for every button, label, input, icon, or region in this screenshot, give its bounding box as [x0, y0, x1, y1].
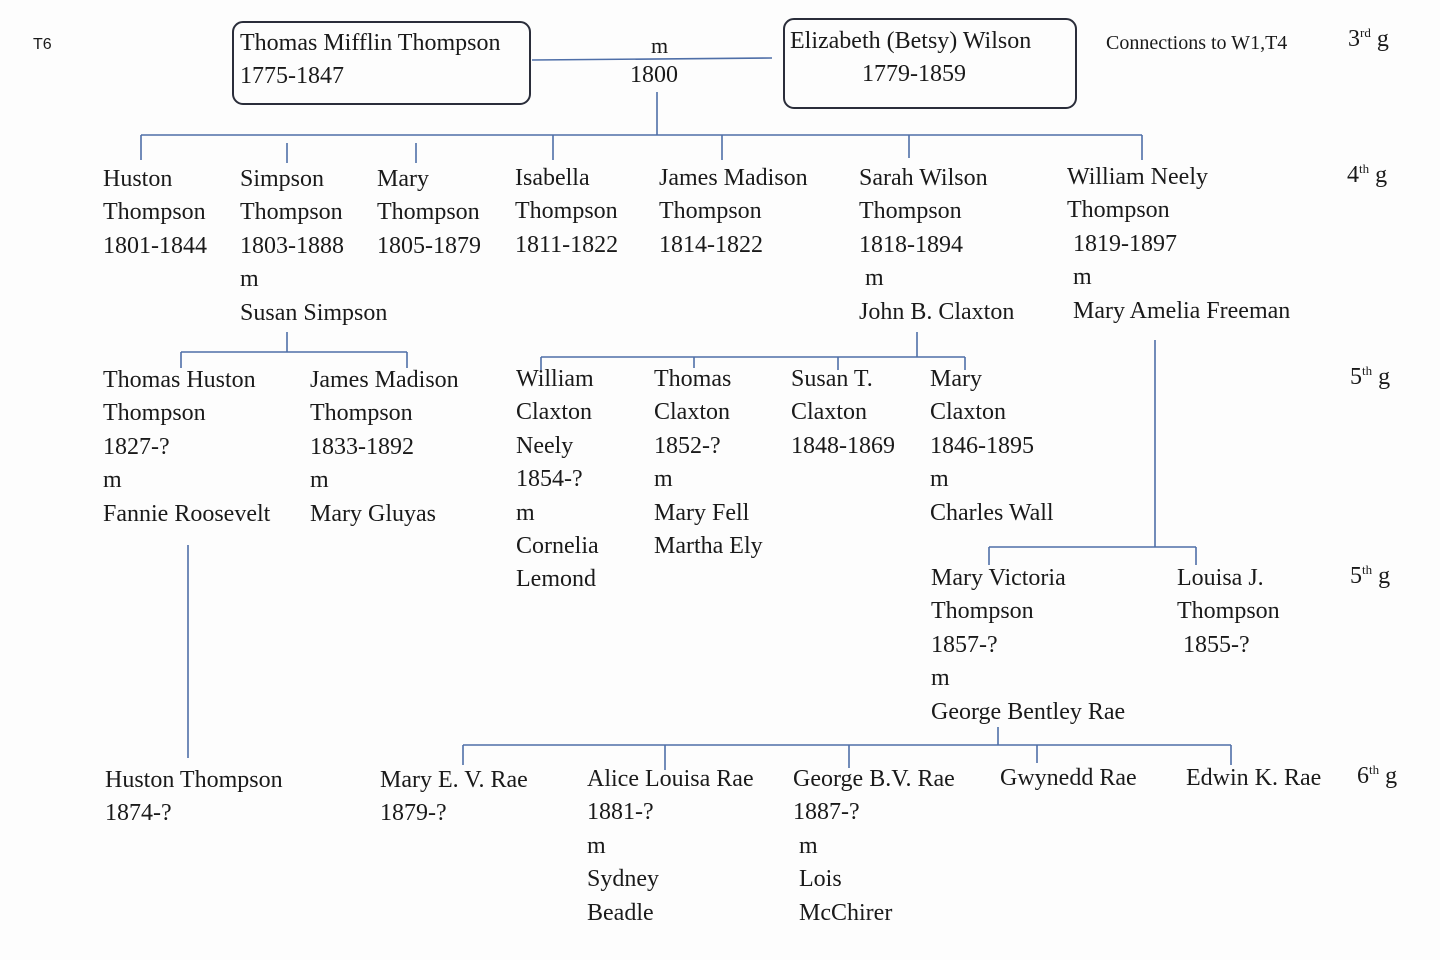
root-wife-box: [783, 18, 1077, 109]
root-husband-dates: 1775-1847: [240, 63, 344, 89]
root-husband-box: [232, 21, 531, 105]
root-marriage-m: m: [651, 33, 669, 58]
person-james-madison-thompson-2: James Madison Thompson 1833-1892 m Mary …: [310, 367, 459, 527]
person-huston-thompson-2: Huston Thompson 1874-?: [105, 767, 283, 827]
connections-note: Connections to W1,T4: [1106, 32, 1288, 54]
person-george-rae: George B.V. Rae 1887-? m Lois McChirer: [793, 766, 955, 926]
root-marriage-year: 1800: [630, 62, 678, 88]
person-mary-thompson: Mary Thompson 1805-1879: [377, 166, 481, 259]
person-susan-claxton: Susan T. Claxton 1848-1869: [791, 366, 895, 459]
generation-4: 4th g: [1347, 161, 1388, 188]
person-gwynedd-rae: Gwynedd Rae: [1000, 765, 1137, 791]
root-wife-dates: 1779-1859: [862, 61, 966, 87]
person-william-neely-thompson: William Neely Thompson 1819-1897 m Mary …: [1067, 164, 1291, 324]
person-james-madison-thompson: James Madison Thompson 1814-1822: [659, 165, 808, 258]
person-edwin-rae: Edwin K. Rae: [1186, 765, 1322, 791]
generation-5a: 5th g: [1350, 363, 1391, 390]
person-mary-victoria-thompson: Mary Victoria Thompson 1857-? m George B…: [931, 565, 1126, 725]
person-alice-rae: Alice Louisa Rae 1881-? m Sydney Beadle: [587, 766, 754, 926]
page-label: T6: [33, 36, 52, 53]
generation-6: 6th g: [1357, 762, 1398, 789]
person-louisa-j-thompson: Louisa J. Thompson 1855-?: [1177, 565, 1280, 658]
person-thomas-huston-thompson: Thomas Huston Thompson 1827-? m Fannie R…: [103, 367, 271, 527]
person-thomas-claxton: Thomas Claxton 1852-? m Mary Fell Martha…: [654, 366, 763, 560]
generation-5b: 5th g: [1350, 562, 1391, 589]
person-simpson-thompson: Simpson Thompson 1803-1888 m Susan Simps…: [240, 166, 388, 326]
root-husband-name: Thomas Mifflin Thompson: [240, 30, 501, 56]
root-wife-name: Elizabeth (Betsy) Wilson: [790, 28, 1032, 54]
person-huston-thompson: Huston Thompson 1801-1844: [103, 166, 207, 259]
person-mary-claxton: Mary Claxton 1846-1895 m Charles Wall: [930, 366, 1054, 526]
person-sarah-wilson-thompson: Sarah Wilson Thompson 1818-1894 m John B…: [859, 165, 1015, 325]
person-mary-rae: Mary E. V. Rae 1879-?: [380, 767, 528, 827]
person-isabella-thompson: Isabella Thompson 1811-1822: [515, 165, 619, 258]
generation-3: 3rd g: [1348, 25, 1389, 52]
person-william-claxton: William Claxton Neely 1854-? m Cornelia …: [516, 366, 599, 593]
